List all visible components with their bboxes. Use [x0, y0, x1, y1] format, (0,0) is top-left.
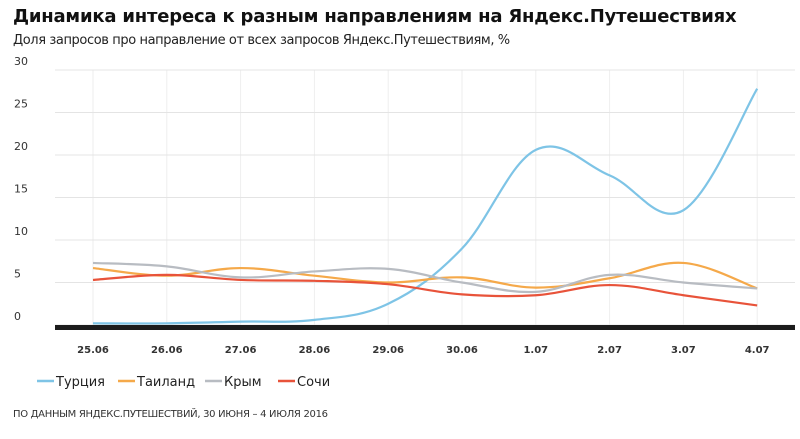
x-tick-label: 4.07	[745, 345, 770, 356]
chart-subtitle: Доля запросов про направление от всех за…	[13, 33, 510, 48]
y-tick-label: 5	[14, 268, 21, 281]
y-tick-label: 0	[14, 310, 21, 323]
x-tick-label: 30.06	[446, 345, 478, 356]
series-line-3	[92, 273, 758, 307]
y-tick-label: 25	[14, 98, 28, 111]
y-tick-label: 20	[14, 140, 28, 153]
x-tick-label: 25.06	[77, 345, 109, 356]
legend-label: Крым	[224, 375, 262, 390]
chart-title: Динамика интереса к разным направлениям …	[13, 6, 737, 27]
x-tick-label: 29.06	[372, 345, 404, 356]
y-tick-label: 30	[14, 55, 28, 68]
series-line-2	[92, 261, 758, 294]
x-tick-label: 3.07	[671, 345, 696, 356]
x-tick-label: 26.06	[151, 345, 183, 356]
legend-label: Сочи	[297, 375, 330, 390]
series-line-0	[92, 88, 759, 325]
legend-label: Таиланд	[136, 375, 195, 390]
y-tick-label: 10	[14, 225, 28, 238]
x-axis-line	[55, 325, 795, 330]
x-tick-label: 28.06	[299, 345, 331, 356]
legend-label: Турция	[55, 375, 105, 390]
x-tick-label: 27.06	[225, 345, 257, 356]
x-tick-label: 1.07	[523, 345, 548, 356]
y-tick-label: 15	[14, 183, 28, 196]
x-tick-label: 2.07	[597, 345, 622, 356]
source-note: ПО ДАННЫМ ЯНДЕКС.ПУТЕШЕСТВИЙ, 30 ИЮНЯ – …	[13, 409, 328, 420]
